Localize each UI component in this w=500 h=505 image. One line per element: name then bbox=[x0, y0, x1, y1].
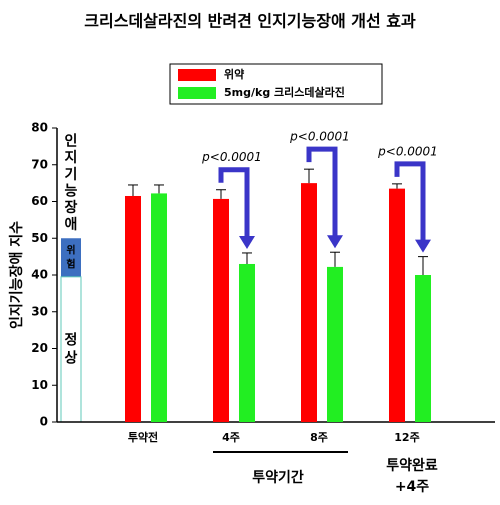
zone bbox=[60, 276, 82, 423]
chart-title: 크리스데살라진의 반려견 인지기능장애 개선 효과 bbox=[84, 12, 416, 31]
y-tick-label: 0 bbox=[40, 415, 48, 429]
arrow bbox=[306, 146, 338, 237]
zone bbox=[61, 128, 81, 239]
y-axis-label: 인지기능장애 지수 bbox=[8, 221, 25, 329]
arrow-head bbox=[327, 235, 343, 249]
y-tick-label: 10 bbox=[31, 378, 48, 392]
arrow bbox=[394, 161, 426, 241]
period-label: 투약기간 bbox=[252, 469, 304, 486]
legend-label: 5mg/kg 크리스데살라진 bbox=[224, 85, 345, 99]
after-label: +4주 bbox=[395, 479, 429, 495]
y-tick-label: 60 bbox=[31, 194, 48, 208]
y-tick-label: 70 bbox=[31, 157, 48, 171]
bar bbox=[389, 188, 405, 422]
bar bbox=[327, 266, 343, 422]
y-tick-label: 20 bbox=[31, 341, 48, 355]
bar bbox=[239, 263, 255, 422]
x-tick-label: 12주 bbox=[394, 431, 419, 444]
arrow-head bbox=[415, 239, 431, 253]
bar bbox=[415, 275, 431, 422]
x-tick-label: 8주 bbox=[310, 431, 328, 444]
bar bbox=[125, 195, 141, 422]
x-tick-label: 4주 bbox=[222, 431, 240, 444]
y-tick-label: 40 bbox=[31, 268, 48, 282]
bar bbox=[301, 183, 317, 422]
legend-swatch bbox=[178, 87, 216, 99]
zone bbox=[61, 238, 81, 277]
y-tick-label: 80 bbox=[31, 121, 48, 135]
after-label: 투약완료 bbox=[386, 457, 438, 474]
bar bbox=[213, 198, 229, 422]
x-tick-label: 투약전 bbox=[128, 430, 158, 444]
p-value-label: p<0.0001 bbox=[377, 144, 438, 158]
p-value-label: p<0.0001 bbox=[201, 150, 262, 164]
arrow bbox=[218, 167, 250, 237]
p-value-label: p<0.0001 bbox=[289, 130, 350, 144]
y-tick-label: 30 bbox=[31, 304, 48, 318]
legend-swatch bbox=[178, 69, 216, 81]
arrow-head bbox=[239, 235, 255, 249]
legend-label: 위약 bbox=[224, 67, 244, 81]
y-tick-label: 50 bbox=[31, 231, 48, 245]
bar bbox=[151, 193, 167, 422]
